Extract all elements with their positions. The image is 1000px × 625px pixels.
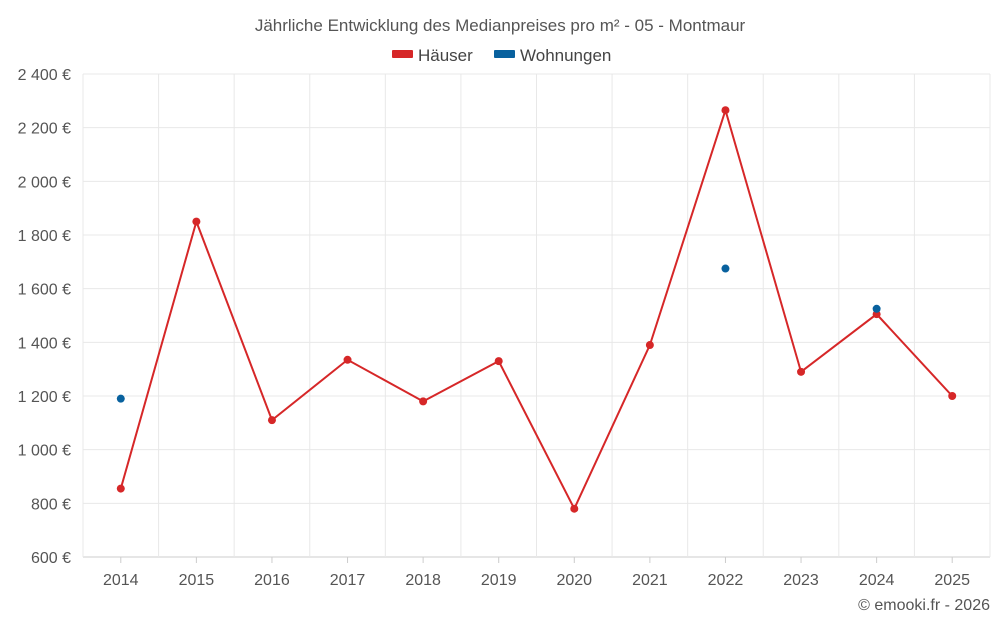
y-axis: 600 € 800 € 1 000 € 1 200 € 1 400 € 1 600 € 1 … bbox=[18, 67, 71, 567]
data-point-h-user-2023 bbox=[797, 367, 806, 376]
y-tick-label-2200: 2 200 € bbox=[18, 121, 71, 138]
legend-swatch-h-user bbox=[392, 50, 413, 58]
data-point-h-user-2025 bbox=[948, 392, 957, 400]
y-tick-label-2400: 2 400 € bbox=[18, 67, 71, 84]
data-point-h-user-2018 bbox=[419, 397, 428, 406]
legend: Häuser Wohnungen bbox=[392, 46, 611, 65]
data-point-wohnungen-2024 bbox=[872, 304, 881, 313]
data-point-h-user-2022 bbox=[721, 106, 730, 115]
x-tick-label-2021: 2021 bbox=[632, 572, 668, 589]
x-tick-label-2020: 2020 bbox=[556, 572, 592, 589]
y-tick-label-1800: 1 800 € bbox=[18, 228, 71, 245]
data-point-h-user-2021 bbox=[645, 341, 654, 350]
y-tick-label-800: 800 € bbox=[31, 496, 71, 513]
y-tick-label-600: 600 € bbox=[31, 550, 71, 567]
x-axis: 2014 2015 2016 2017 2018 2019 2020 2021 2022 2023… bbox=[103, 557, 970, 589]
x-tick-label-2017: 2017 bbox=[330, 572, 366, 589]
chart-title: Jährliche Entwicklung des Medianpreises … bbox=[255, 16, 746, 35]
data-point-wohnungen-2022 bbox=[721, 264, 730, 273]
x-tick-label-2019: 2019 bbox=[481, 572, 517, 589]
x-tick-label-2015: 2015 bbox=[179, 572, 215, 589]
grid bbox=[82, 73, 991, 558]
x-tick-label-2024: 2024 bbox=[859, 572, 895, 589]
x-tick-label-2016: 2016 bbox=[254, 572, 290, 589]
x-tick-label-2025: 2025 bbox=[934, 572, 970, 589]
y-tick-label-1400: 1 400 € bbox=[18, 335, 71, 352]
y-tick-label-2000: 2 000 € bbox=[18, 174, 71, 191]
legend-swatch-wohnungen bbox=[494, 50, 515, 58]
data-point-h-user-2017 bbox=[343, 355, 352, 364]
data-point-h-user-2014 bbox=[116, 484, 125, 493]
data-point-wohnungen-2014 bbox=[116, 394, 125, 403]
x-tick-label-2022: 2022 bbox=[708, 572, 744, 589]
x-tick-label-2023: 2023 bbox=[783, 572, 819, 589]
data-point-h-user-2020 bbox=[570, 504, 579, 513]
series-layer bbox=[116, 106, 957, 513]
data-point-h-user-2016 bbox=[267, 416, 276, 425]
legend-label-wohnungen: Wohnungen bbox=[520, 46, 611, 65]
legend-label-h-user: Häuser bbox=[418, 46, 473, 65]
credit-text: © emooki.fr - 2026 bbox=[858, 597, 990, 614]
x-tick-label-2014: 2014 bbox=[103, 572, 139, 589]
y-tick-label-1200: 1 200 € bbox=[18, 389, 71, 406]
series-line-h-user bbox=[119, 106, 953, 511]
y-tick-label-1600: 1 600 € bbox=[18, 282, 71, 299]
data-point-h-user-2015 bbox=[192, 217, 201, 226]
y-tick-label-1000: 1 000 € bbox=[18, 443, 71, 460]
x-tick-label-2018: 2018 bbox=[405, 572, 441, 589]
data-point-h-user-2019 bbox=[494, 357, 503, 366]
